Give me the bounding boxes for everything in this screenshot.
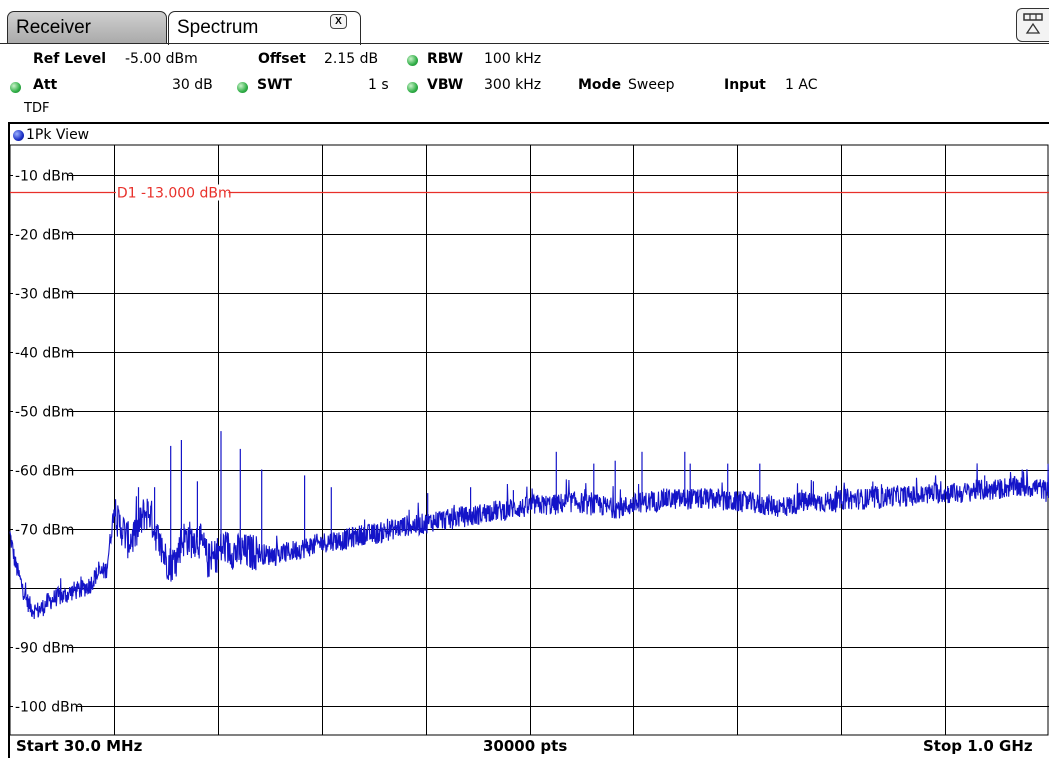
offset-label: Offset bbox=[258, 51, 306, 67]
y-tick-label-bg bbox=[13, 284, 69, 302]
ref-level-value: -5.00 dBm bbox=[125, 51, 198, 67]
rbw-label: RBW bbox=[427, 51, 464, 67]
y-tick-label-bg bbox=[13, 166, 69, 184]
plot-grid bbox=[9, 144, 1049, 736]
display-line-label: D1 -13.000 dBm bbox=[117, 186, 232, 202]
trace-group bbox=[9, 431, 1049, 620]
y-tick-label-bg bbox=[13, 697, 76, 715]
y-tick-label-bg bbox=[13, 343, 69, 361]
y-tick-label-bg bbox=[13, 520, 69, 538]
vbw-value: 300 kHz bbox=[484, 77, 542, 93]
view-title: 1Pk View bbox=[26, 127, 90, 143]
vbw-label: VBW bbox=[427, 77, 464, 93]
y-tick-label-bg bbox=[13, 402, 69, 420]
display-line-label-bg bbox=[115, 184, 229, 201]
swt-status-led bbox=[237, 82, 248, 93]
transducer-label: TDF bbox=[24, 101, 50, 116]
mode-value: Sweep bbox=[628, 77, 675, 93]
tab-receiver[interactable]: Receiver bbox=[7, 11, 167, 44]
att-value: 30 dB bbox=[172, 77, 213, 93]
close-tab-button[interactable]: X bbox=[330, 14, 347, 29]
y-tick-label: -90 dBm bbox=[15, 641, 74, 657]
display-layout-button[interactable] bbox=[1016, 8, 1049, 42]
measurement-settings-header: Ref Level -5.00 dBm Offset 2.15 dB RBW 1… bbox=[0, 45, 1049, 123]
input-label: Input bbox=[724, 77, 766, 93]
trace-indicator-icon bbox=[13, 130, 24, 141]
sweep-points: 30000 pts bbox=[483, 737, 568, 755]
y-tick-label: -70 dBm bbox=[15, 523, 74, 539]
rbw-status-led bbox=[407, 55, 418, 66]
y-tick-label: -60 dBm bbox=[15, 464, 74, 480]
y-tick-label: -30 dBm bbox=[15, 287, 74, 303]
swt-value: 1 s bbox=[368, 77, 389, 93]
rbw-value: 100 kHz bbox=[484, 51, 542, 67]
plot-frame bbox=[9, 144, 1049, 736]
display-line-group: D1 -13.000 dBm bbox=[10, 184, 1049, 202]
y-tick-label-bg bbox=[13, 638, 69, 656]
mode-label: Mode bbox=[578, 77, 622, 93]
tab-bar-divider bbox=[0, 43, 1049, 44]
vbw-status-led bbox=[407, 82, 418, 93]
ref-level-label: Ref Level bbox=[33, 51, 107, 67]
stop-frequency: Stop 1.0 GHz bbox=[923, 737, 1033, 755]
y-tick-label-bg bbox=[13, 225, 69, 243]
window-left-border bbox=[8, 122, 10, 758]
start-frequency: Start 30.0 MHz bbox=[16, 737, 143, 755]
y-tick-label-bg bbox=[13, 461, 69, 479]
tab-receiver-label: Receiver bbox=[16, 17, 91, 38]
input-value: 1 AC bbox=[785, 77, 818, 93]
y-tick-label: -40 dBm bbox=[15, 346, 74, 362]
split-window-icon bbox=[1023, 13, 1043, 34]
y-tick-label: -100 dBm bbox=[15, 700, 83, 716]
swt-label: SWT bbox=[257, 77, 293, 93]
att-label: Att bbox=[33, 77, 58, 93]
y-tick-label: -10 dBm bbox=[15, 169, 74, 185]
tab-spectrum[interactable]: Spectrum bbox=[168, 11, 361, 45]
trace-1-line bbox=[9, 463, 1049, 620]
offset-value: 2.15 dB bbox=[324, 51, 379, 67]
tab-spectrum-label: Spectrum bbox=[177, 17, 259, 38]
frequency-footer: Start 30.0 MHz 30000 pts Stop 1.0 GHz bbox=[0, 736, 1049, 758]
header-divider bbox=[8, 122, 1049, 124]
y-tick-label: -50 dBm bbox=[15, 405, 74, 421]
tab-bar: Receiver Spectrum X bbox=[0, 0, 1049, 45]
att-status-led bbox=[10, 82, 21, 93]
close-icon: X bbox=[335, 16, 342, 27]
y-tick-labels: -10 dBm -20 dBm -30 dBm -40 dBm -50 dBm -60 d… bbox=[13, 166, 83, 716]
y-tick-label: -20 dBm bbox=[15, 228, 74, 244]
